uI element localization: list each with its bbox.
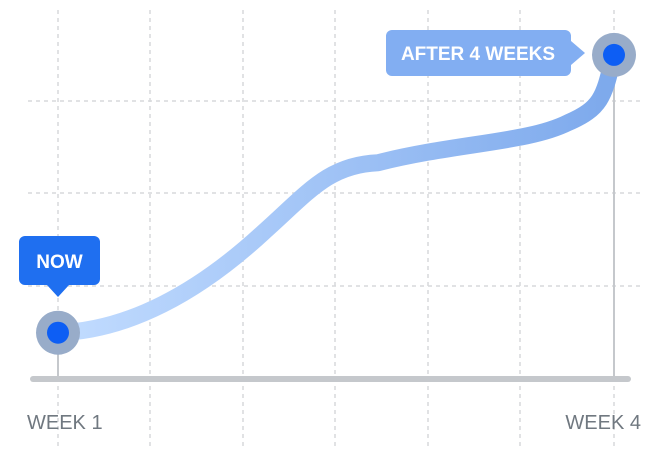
callout-now-box (19, 236, 100, 285)
data-point-now (36, 310, 80, 355)
x-tick-label-week1: WEEK 1 (27, 412, 103, 434)
callout-after-box (386, 30, 571, 76)
callout-after-pointer (571, 41, 585, 65)
data-point-after-4-weeks (592, 32, 636, 77)
callout-now: NOW (19, 236, 100, 297)
callout-now-label: NOW (36, 252, 83, 273)
callout-after-4-weeks: AFTER 4 WEEKS (386, 30, 585, 76)
series-line (49, 46, 623, 342)
x-tick-label-week4: WEEK 4 (565, 412, 641, 434)
callout-after-label: AFTER 4 WEEKS (401, 44, 555, 65)
callout-now-pointer (47, 285, 69, 297)
